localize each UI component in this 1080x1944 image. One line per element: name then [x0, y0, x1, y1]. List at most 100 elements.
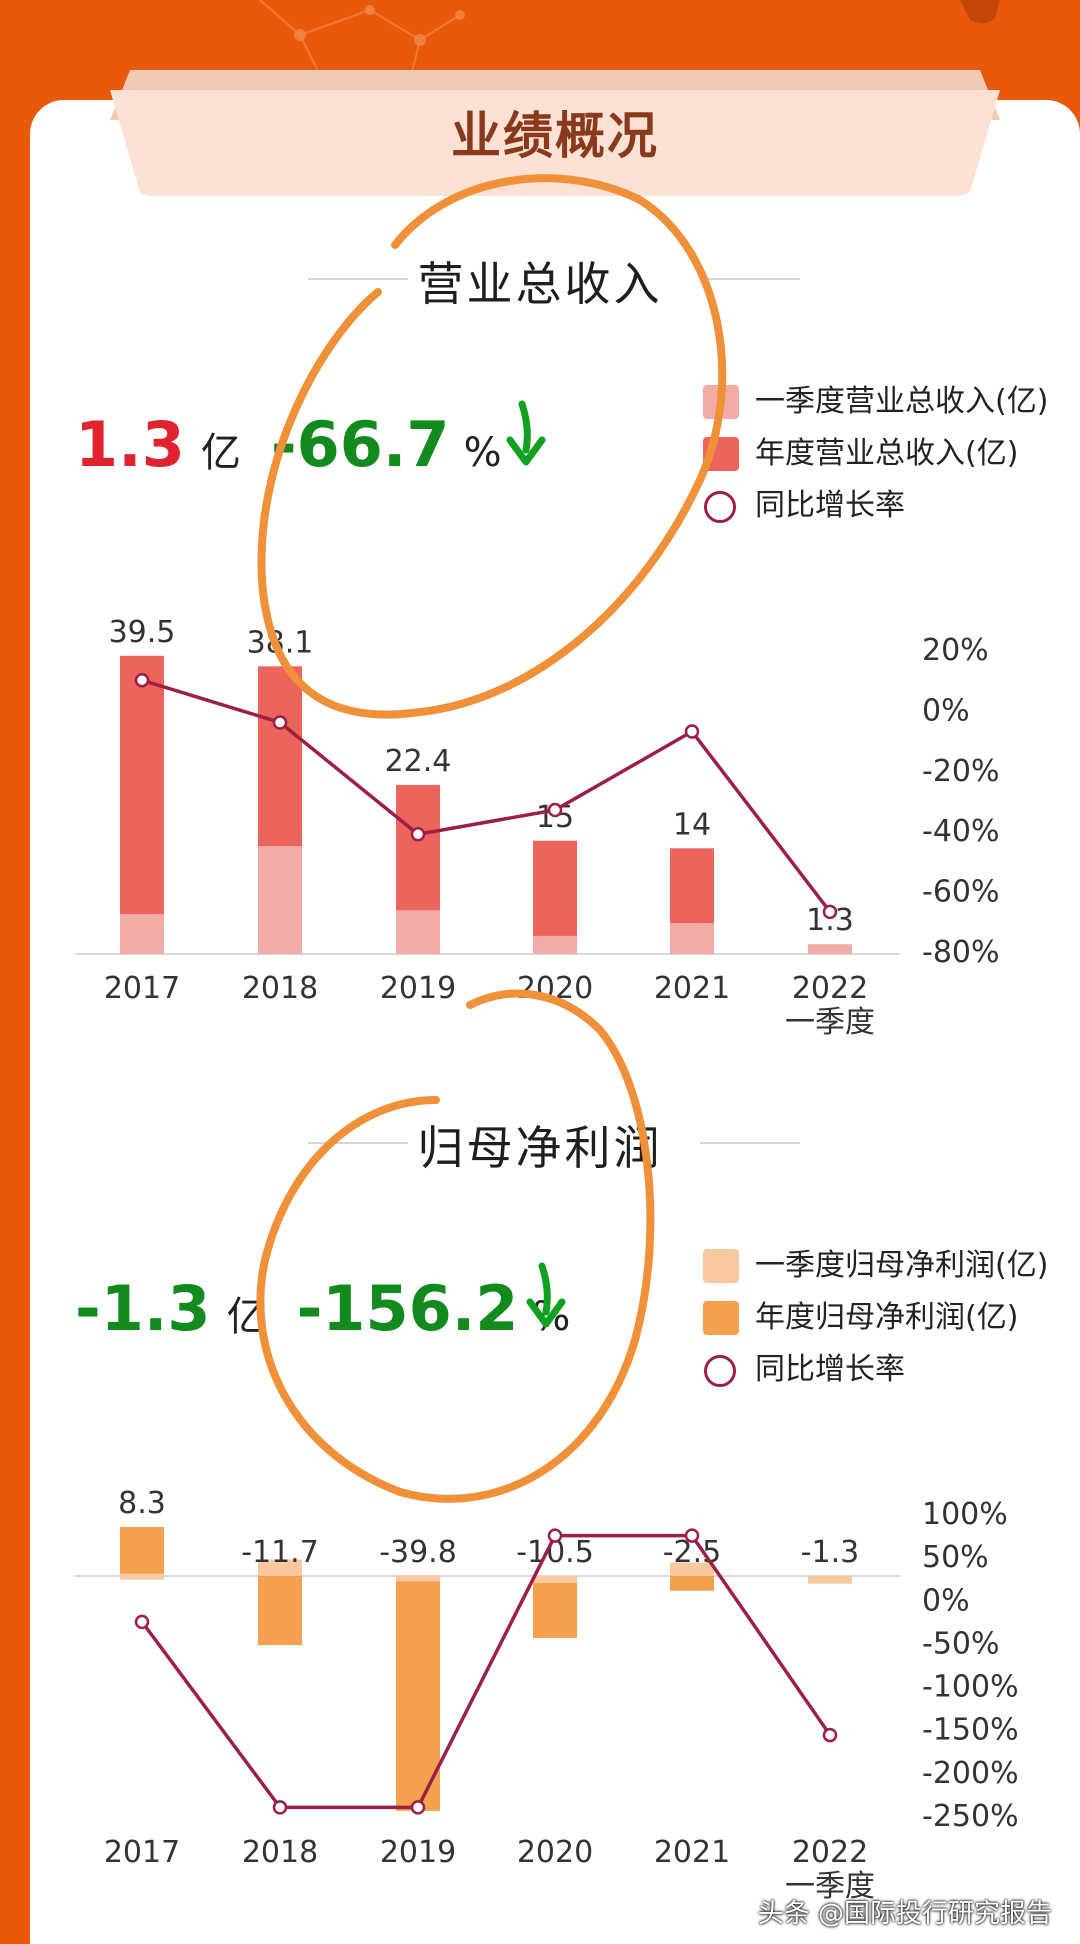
- watermark: 头条 @国际投行研究报告: [757, 1899, 1052, 1929]
- category-label: 2018: [242, 1835, 318, 1870]
- legend-label: 一季度归母净利润(亿): [755, 1248, 1049, 1283]
- category-label: 2020: [517, 971, 593, 1006]
- right-axis-tick-label: -40%: [922, 814, 1000, 849]
- growth-rate-point: [410, 1800, 426, 1815]
- q1-bar: [808, 1576, 852, 1584]
- revenue-kpi-unit: 亿: [200, 430, 241, 476]
- category-label: 2019: [380, 971, 456, 1006]
- data-label: 39.5: [109, 615, 176, 650]
- profit-kpi-change: -156.2: [296, 1272, 519, 1345]
- growth-rate-point: [272, 715, 288, 730]
- revenue-section-title: 营业总收入: [417, 257, 663, 311]
- q1-bar: [258, 846, 302, 954]
- annual-bar: [120, 1527, 164, 1576]
- growth-rate-point: [822, 904, 838, 920]
- growth-rate-line: [140, 1533, 832, 1810]
- category-label: 2017: [104, 1835, 180, 1870]
- profit-chart: 8.3-11.7 -39.8 -10.5 -2.5 -1.3100%50%0%-50%-…: [75, 1486, 1019, 1904]
- title-ribbon: [110, 70, 1000, 196]
- growth-rate-point: [272, 1800, 288, 1815]
- growth-rate-point: [134, 1614, 150, 1630]
- data-label: 38.1: [247, 625, 314, 660]
- right-axis-tick-label: -20%: [922, 754, 1000, 789]
- growth-rate-point: [547, 1528, 563, 1543]
- growth-rate-point: [547, 802, 563, 818]
- category-label: 2019: [380, 1835, 456, 1870]
- profit-kpi: -1.3 亿 -156.2%: [75, 1272, 570, 1352]
- legend-label: 年度营业总收入(亿): [755, 436, 1019, 471]
- legend-swatch-q1: [703, 385, 739, 419]
- q1-bar: [670, 1562, 714, 1576]
- banner-title: 业绩概况: [451, 107, 659, 165]
- q1-bar: [258, 1559, 302, 1576]
- category-label: 2022: [792, 971, 868, 1006]
- data-label: -11.7: [241, 1535, 319, 1570]
- data-label: 22.4: [385, 744, 452, 779]
- revenue-kpi-pct: %: [463, 430, 502, 476]
- category-label: 2018: [242, 971, 318, 1006]
- right-axis-tick-label: -200%: [922, 1756, 1019, 1791]
- data-label: 14: [673, 807, 711, 842]
- legend-marker-ring-icon: [704, 491, 736, 523]
- legend-label: 同比增长率: [755, 488, 905, 523]
- annual-bar: [396, 1576, 440, 1811]
- q1-bar: [396, 1575, 440, 1582]
- arrow-down-icon: [526, 1262, 566, 1328]
- category-label: 2021: [654, 971, 730, 1006]
- revenue-chart: 39.538.122.415141.320%0%-20%-40%-60%-80%…: [75, 615, 1000, 1040]
- legend-label: 同比增长率: [755, 1352, 905, 1387]
- category-label: 一季度: [785, 1869, 875, 1904]
- profit-section-title: 归母净利润: [417, 1121, 663, 1175]
- growth-rate-point: [684, 1528, 700, 1543]
- revenue-kpi-value: 1.3: [75, 408, 185, 481]
- legend-swatch-q1: [703, 1249, 739, 1283]
- right-axis-tick-label: 0%: [922, 1583, 970, 1618]
- q1-bar: [533, 1576, 577, 1584]
- revenue-kpi: 1.3 亿 -66.7%: [75, 408, 502, 488]
- legend-marker-ring-icon: [704, 1355, 736, 1387]
- annual-bar: [258, 1576, 302, 1646]
- category-label: 2020: [517, 1835, 593, 1870]
- category-label: 2022: [792, 1835, 868, 1870]
- data-label: -1.3: [801, 1535, 860, 1570]
- q1-bar: [396, 910, 440, 954]
- annual-bar: [533, 840, 577, 954]
- growth-rate-point: [134, 672, 150, 688]
- annual-bar: [670, 1576, 714, 1591]
- right-axis-tick-label: -250%: [922, 1799, 1019, 1834]
- q1-bar: [120, 913, 164, 954]
- category-label: 2017: [104, 971, 180, 1006]
- data-label: 8.3: [118, 1486, 166, 1521]
- right-axis-tick-label: 20%: [922, 633, 989, 668]
- legend-label: 一季度营业总收入(亿): [755, 384, 1049, 419]
- q1-bar: [670, 923, 714, 954]
- legend-swatch-annual: [703, 1301, 739, 1335]
- category-label: 2021: [654, 1835, 730, 1870]
- growth-rate-point: [822, 1727, 838, 1743]
- title-rule-right: [700, 1142, 800, 1144]
- profit-kpi-value: -1.3: [75, 1272, 211, 1345]
- growth-rate-point: [684, 724, 700, 739]
- growth-rate-line: [141, 678, 832, 913]
- q1-bar: [120, 1573, 164, 1580]
- title-rule-right: [700, 278, 800, 280]
- annual-bar: [120, 655, 164, 954]
- legend-swatch-annual: [703, 437, 739, 471]
- right-axis-tick-label: -150%: [922, 1713, 1019, 1748]
- right-axis-tick-label: 100%: [922, 1497, 1008, 1532]
- q1-bar: [808, 944, 852, 954]
- data-label: -39.8: [379, 1535, 457, 1570]
- right-axis-tick-label: 50%: [922, 1540, 989, 1575]
- arrow-down-icon: [506, 400, 546, 466]
- annual-bar: [533, 1576, 577, 1638]
- legend-label: 年度归母净利润(亿): [755, 1300, 1019, 1335]
- right-axis-tick-label: -50%: [922, 1626, 1000, 1661]
- revenue-kpi-change: -66.7: [270, 408, 450, 481]
- right-axis-tick-label: -80%: [922, 935, 1000, 970]
- q1-bar: [533, 935, 577, 954]
- background-network-decoration: [259, 0, 1000, 81]
- profit-kpi-unit: 亿: [226, 1294, 267, 1340]
- category-label: 一季度: [785, 1005, 875, 1040]
- growth-rate-point: [410, 826, 426, 842]
- right-axis-tick-label: -100%: [922, 1670, 1019, 1705]
